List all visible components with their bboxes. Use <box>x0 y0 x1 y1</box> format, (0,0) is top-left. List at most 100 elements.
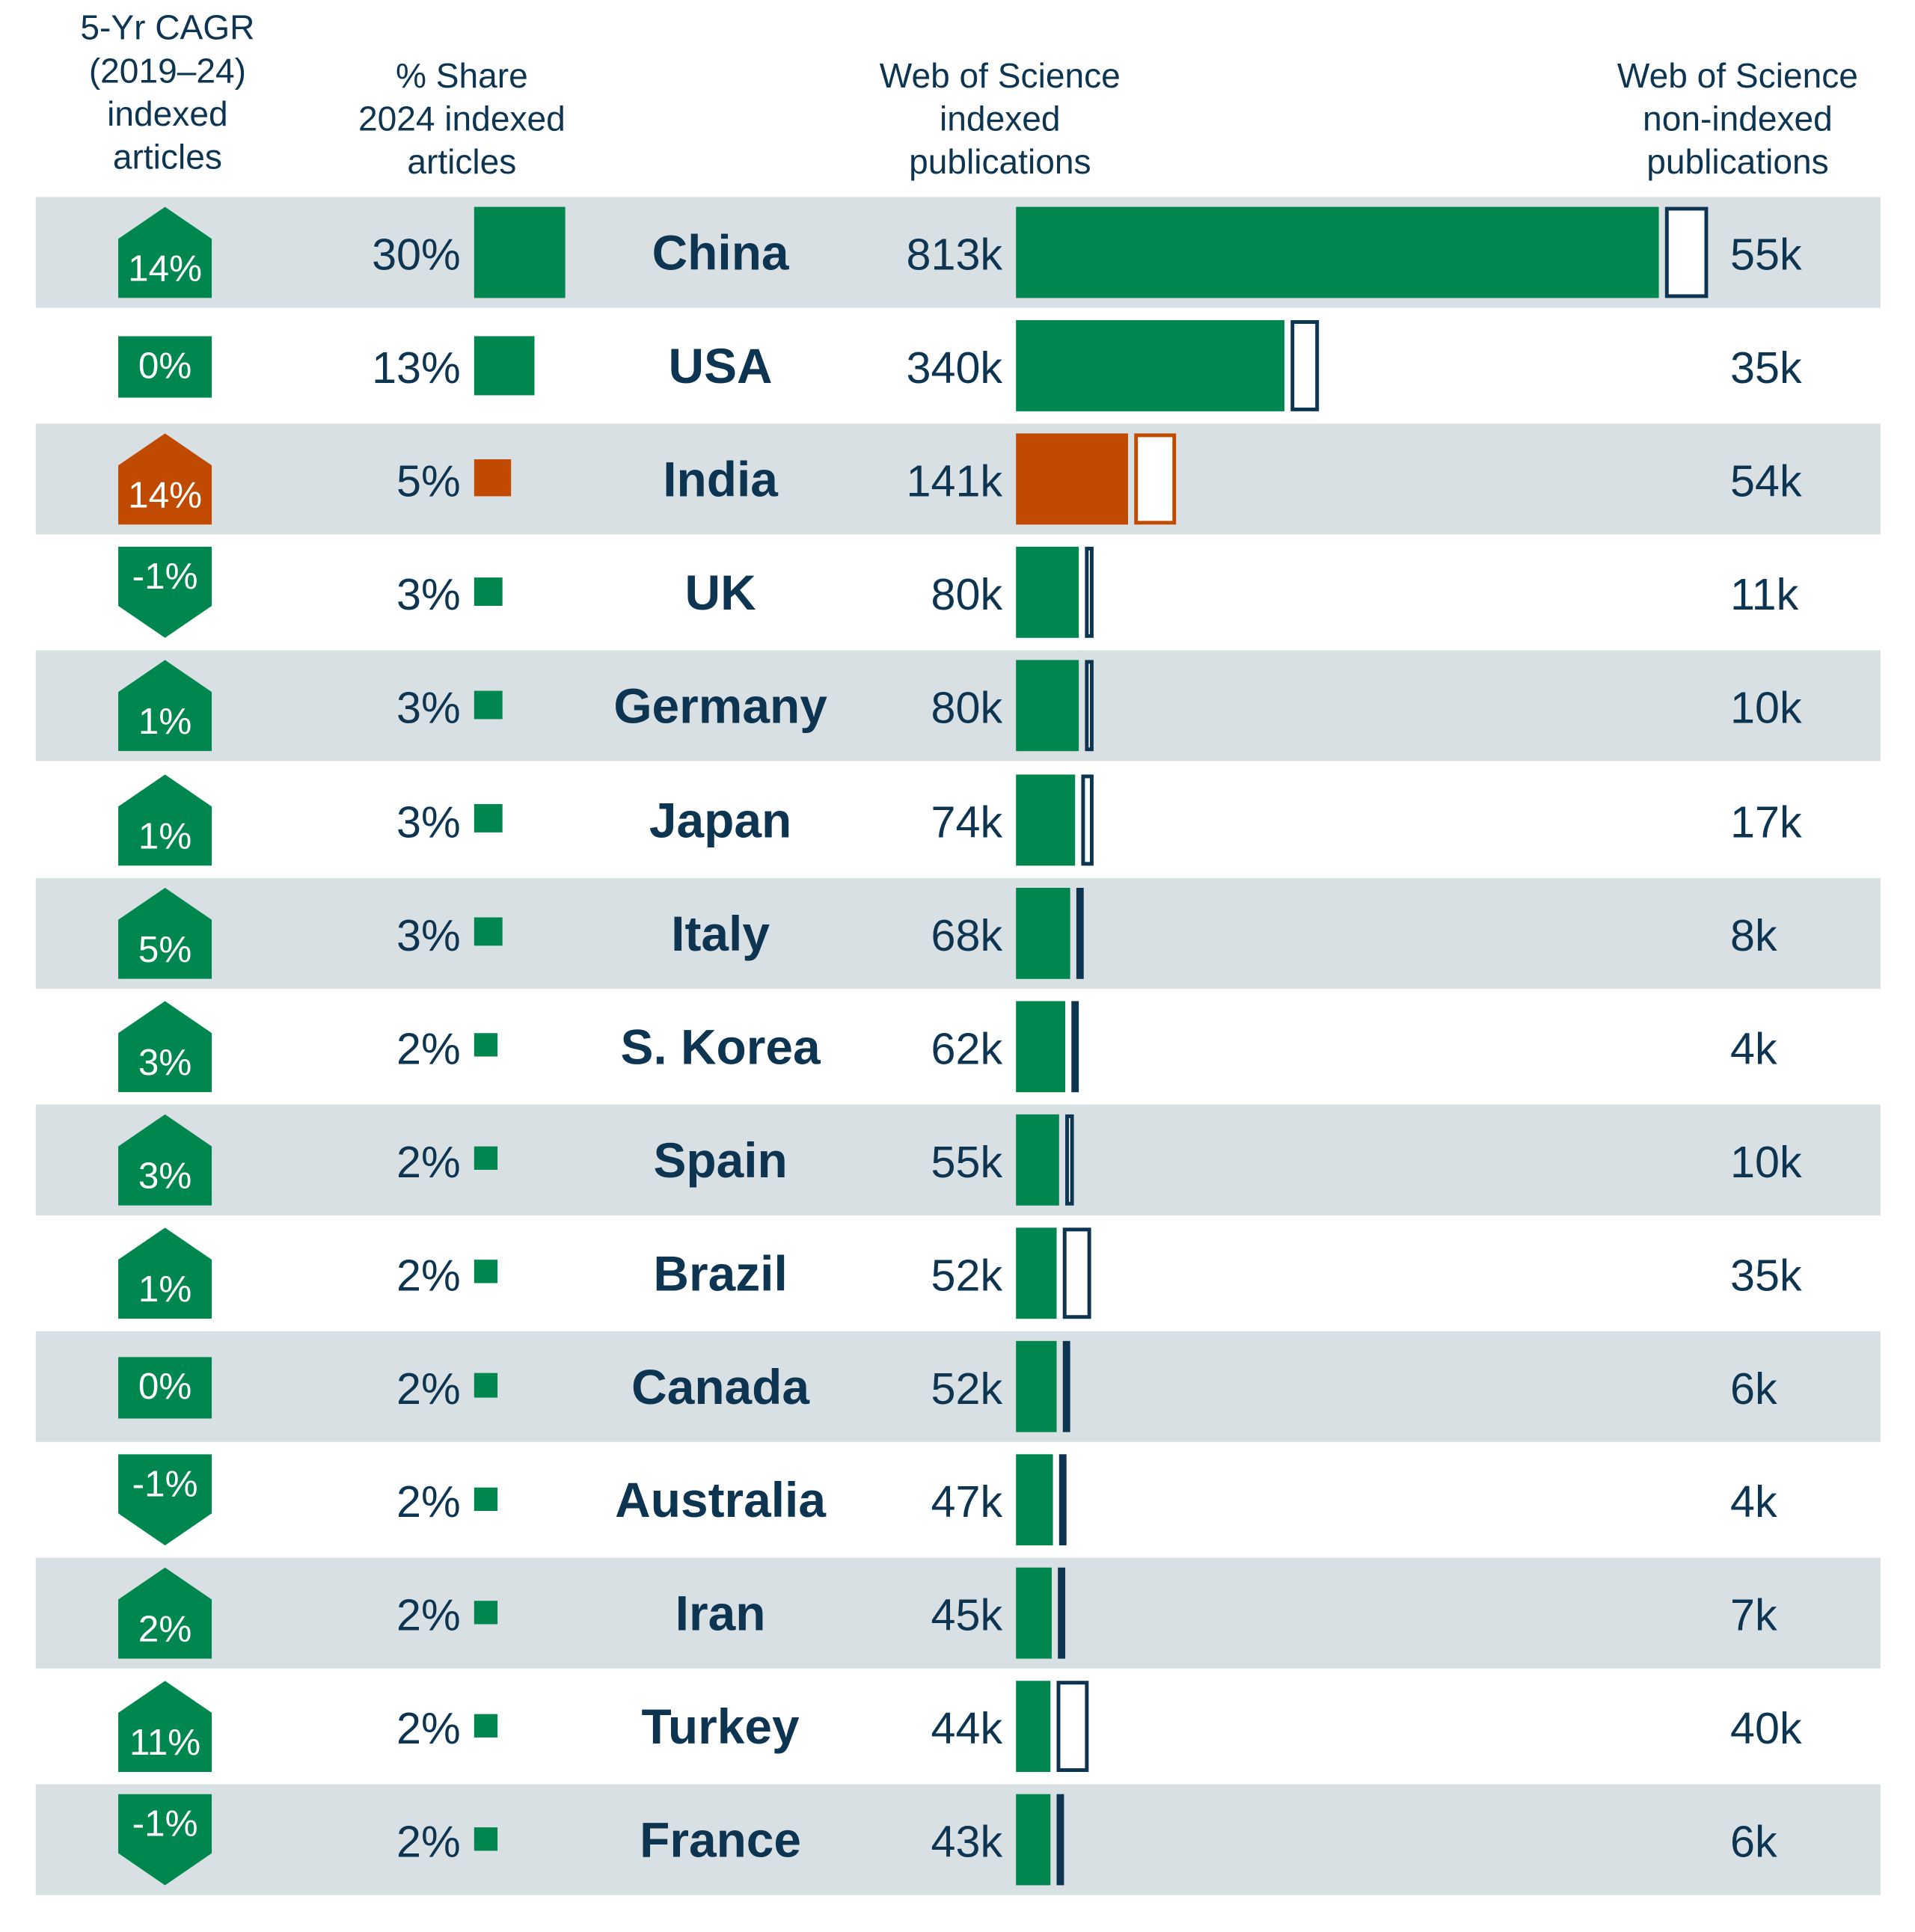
nonindexed-bar <box>1057 1568 1065 1659</box>
arrow-up-hexagon-icon <box>118 1000 212 1092</box>
nonindexed-bar <box>1290 320 1319 412</box>
table-row: 14% 30% China 813k 55k <box>35 197 1881 308</box>
country-name: Canada <box>631 1361 810 1415</box>
arrow-up-hexagon-icon <box>118 1681 212 1773</box>
country-name: Italy <box>671 907 770 962</box>
nonindexed-label: 11k <box>1730 569 1799 620</box>
cagr-label: 0% <box>138 346 192 387</box>
indexed-bar <box>1016 433 1128 525</box>
arrow-down-hexagon-icon <box>118 1794 212 1886</box>
table-row: 5% 3% Italy 68k 8k <box>35 877 1881 989</box>
share-square <box>474 1600 498 1625</box>
header-line: articles <box>112 138 222 177</box>
indexed-label: 74k <box>931 796 1003 847</box>
indexed-label: 44k <box>931 1703 1003 1754</box>
cagr-badge: -1% <box>118 547 212 639</box>
nonindexed-bar <box>1063 1227 1091 1319</box>
cagr-label: 3% <box>138 1156 192 1197</box>
indexed-label: 52k <box>931 1363 1003 1414</box>
cagr-badge: 0% <box>118 1357 212 1419</box>
header-line: Web of Science <box>879 56 1121 95</box>
share-square <box>474 1827 498 1851</box>
country-name: China <box>652 226 789 281</box>
arrow-down-hexagon-icon <box>118 1454 212 1546</box>
share-square <box>474 1714 498 1738</box>
country-name: France <box>640 1814 802 1869</box>
nonindexed-bar <box>1664 206 1709 298</box>
nonindexed-label: 4k <box>1730 1022 1777 1074</box>
nonindexed-label: 4k <box>1730 1476 1777 1527</box>
table-row: -1% 2% France 43k 6k <box>35 1785 1881 1896</box>
share-square <box>474 206 566 298</box>
table-row: 14% 5% India 141k 54k <box>35 423 1881 535</box>
cagr-label: 0% <box>138 1367 192 1408</box>
share-square <box>474 1486 498 1511</box>
share-square <box>474 1147 498 1171</box>
cagr-badge: 3% <box>118 1000 212 1092</box>
nonindexed-label: 35k <box>1730 342 1802 393</box>
country-name: USA <box>668 340 773 394</box>
cagr-label: 3% <box>138 1042 192 1084</box>
nonindexed-bar <box>1056 1681 1089 1773</box>
table-row: 1% 3% Germany 80k 10k <box>35 650 1881 762</box>
share-label: 5% <box>396 456 461 506</box>
indexed-bar <box>1016 547 1079 639</box>
indexed-label: 80k <box>931 682 1003 734</box>
nonindexed-bar <box>1085 547 1094 639</box>
header-line: publications <box>909 142 1091 182</box>
cagr-badge: 5% <box>118 887 212 979</box>
arrow-up-hexagon-icon <box>118 1114 212 1206</box>
nonindexed-label: 35k <box>1730 1249 1802 1301</box>
nonindexed-bar <box>1059 1454 1067 1546</box>
share-square <box>474 1260 498 1284</box>
cagr-label: -1% <box>132 556 198 598</box>
indexed-bar <box>1016 773 1075 865</box>
table-row: -1% 3% UK 80k 11k <box>36 537 1881 648</box>
nonindexed-bar <box>1065 1114 1074 1206</box>
nonindexed-bar <box>1133 433 1177 525</box>
share-square <box>474 336 534 396</box>
share-square <box>474 917 503 946</box>
arrow-up-hexagon-icon <box>118 1227 212 1319</box>
indexed-bar <box>1016 887 1070 979</box>
share-label: 2% <box>396 1363 461 1414</box>
header-share: % Share 2024 indexed articles <box>339 54 585 183</box>
arrow-up-hexagon-icon <box>118 887 212 979</box>
arrow-up-hexagon-icon <box>118 206 212 298</box>
share-square <box>474 1373 498 1397</box>
header-line: publications <box>1646 142 1829 182</box>
indexed-label: 43k <box>931 1816 1003 1868</box>
table-row: 0% 2% Canada 52k 6k <box>35 1331 1881 1442</box>
square-badge-icon <box>118 336 212 398</box>
header-line: (2019–24) <box>88 52 246 91</box>
cagr-badge: 0% <box>118 336 212 398</box>
country-name: Turkey <box>641 1701 800 1755</box>
table-row: 0% 13% USA 340k 35k <box>36 310 1881 421</box>
nonindexed-label: 6k <box>1730 1816 1777 1868</box>
indexed-bar <box>1016 1568 1052 1659</box>
nonindexed-label: 54k <box>1730 456 1802 506</box>
country-name: S. Korea <box>620 1020 821 1075</box>
cagr-badge: -1% <box>118 1454 212 1546</box>
indexed-bar <box>1016 660 1079 752</box>
cagr-label: 1% <box>138 815 192 857</box>
share-label: 3% <box>396 569 461 620</box>
indexed-label: 45k <box>931 1589 1003 1641</box>
share-label: 2% <box>396 1476 461 1527</box>
arrow-up-hexagon-icon <box>118 773 212 865</box>
header-nonindexed: Web of Science non-indexed publications <box>1590 54 1885 183</box>
country-name: Japan <box>649 794 792 848</box>
header-line: indexed <box>940 99 1061 138</box>
cagr-badge: 1% <box>118 660 212 752</box>
nonindexed-label: 55k <box>1730 229 1802 280</box>
table-row: 3% 2% S. Korea 62k 4k <box>36 991 1881 1102</box>
table-row: 11% 2% Turkey 44k 40k <box>36 1672 1881 1782</box>
cagr-label: -1% <box>132 1464 198 1505</box>
header-line: 5-Yr CAGR <box>80 8 255 47</box>
header-line: % Share <box>395 56 528 95</box>
header-line: indexed <box>107 94 228 133</box>
indexed-label: 62k <box>931 1022 1003 1074</box>
square-badge-icon <box>118 1357 212 1419</box>
share-label: 2% <box>396 1136 461 1187</box>
cagr-badge: 2% <box>118 1568 212 1659</box>
